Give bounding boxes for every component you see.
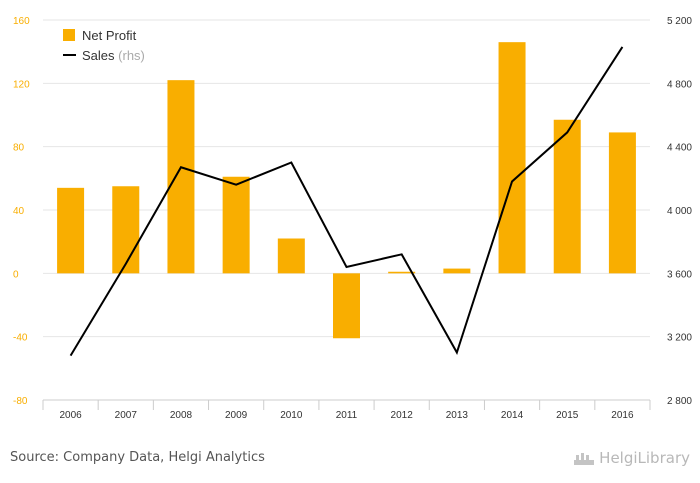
bar: [608, 132, 636, 274]
library-icon: [574, 453, 595, 465]
left-tick-label: -40: [13, 333, 28, 344]
x-tick-label: 2013: [446, 410, 469, 421]
bar: [57, 187, 85, 274]
x-tick-label: 2016: [611, 410, 634, 421]
x-tick-label: 2014: [501, 410, 524, 421]
line-series: [69, 46, 624, 357]
left-tick-label: 160: [13, 16, 30, 27]
right-tick-label: 4 000: [667, 206, 692, 217]
bar: [388, 271, 416, 274]
brand-name: HelgiLibrary: [599, 449, 690, 467]
right-tick-label: 2 800: [667, 396, 692, 407]
source-note: Source: Company Data, Helgi Analytics: [10, 450, 265, 465]
legend-net-profit-label: Net Profit: [82, 28, 137, 43]
x-tick-label: 2009: [225, 410, 248, 421]
legend-bar-swatch: [63, 29, 75, 41]
legend-sales-suffix: (rhs): [118, 48, 145, 63]
bar: [167, 80, 195, 274]
x-tick-label: 2006: [59, 410, 82, 421]
x-tick-label: 2011: [336, 410, 358, 421]
right-tick-label: 5 200: [667, 16, 692, 27]
sales-line: [69, 46, 624, 357]
right-tick-label: 4 800: [667, 79, 692, 90]
x-tick-label: 2015: [556, 410, 579, 421]
x-tick-label: 2010: [280, 410, 303, 421]
bar: [443, 268, 471, 274]
x-tick-label: 2008: [170, 410, 193, 421]
legend-sales-label: Sales (rhs): [82, 48, 145, 63]
bar: [498, 42, 526, 274]
chart: -80 -40 0 40 80 120 160 2 800 3 200 3 600 4 000 4 …: [13, 16, 692, 421]
left-tick-label: -80: [13, 396, 28, 407]
right-tick-label: 4 400: [667, 143, 692, 154]
bar: [222, 176, 250, 274]
right-tick-label: 3 600: [667, 269, 692, 280]
x-axis: 2006 2007 2008 2009 2010 2011 2012 2013 2014 2015…: [42, 399, 651, 421]
bar: [112, 186, 140, 274]
right-axis: 2 800 3 200 3 600 4 000 4 400 4 800 5 200: [667, 16, 692, 407]
left-tick-label: 120: [13, 79, 30, 90]
bar: [333, 273, 360, 339]
x-tick-label: 2007: [115, 410, 138, 421]
left-tick-label: 0: [13, 269, 19, 280]
bar: [277, 238, 305, 274]
legend: Net Profit Sales (rhs): [63, 28, 145, 63]
right-tick-label: 3 200: [667, 333, 692, 344]
x-tick-label: 2012: [391, 410, 414, 421]
left-tick-label: 80: [13, 143, 25, 154]
bar: [553, 119, 581, 274]
left-axis: -80 -40 0 40 80 120 160: [13, 16, 30, 407]
left-tick-label: 40: [13, 206, 25, 217]
legend-sales-name: Sales: [82, 48, 115, 63]
brand-logo: HelgiLibrary: [573, 449, 690, 467]
bar-series: [57, 42, 636, 339]
